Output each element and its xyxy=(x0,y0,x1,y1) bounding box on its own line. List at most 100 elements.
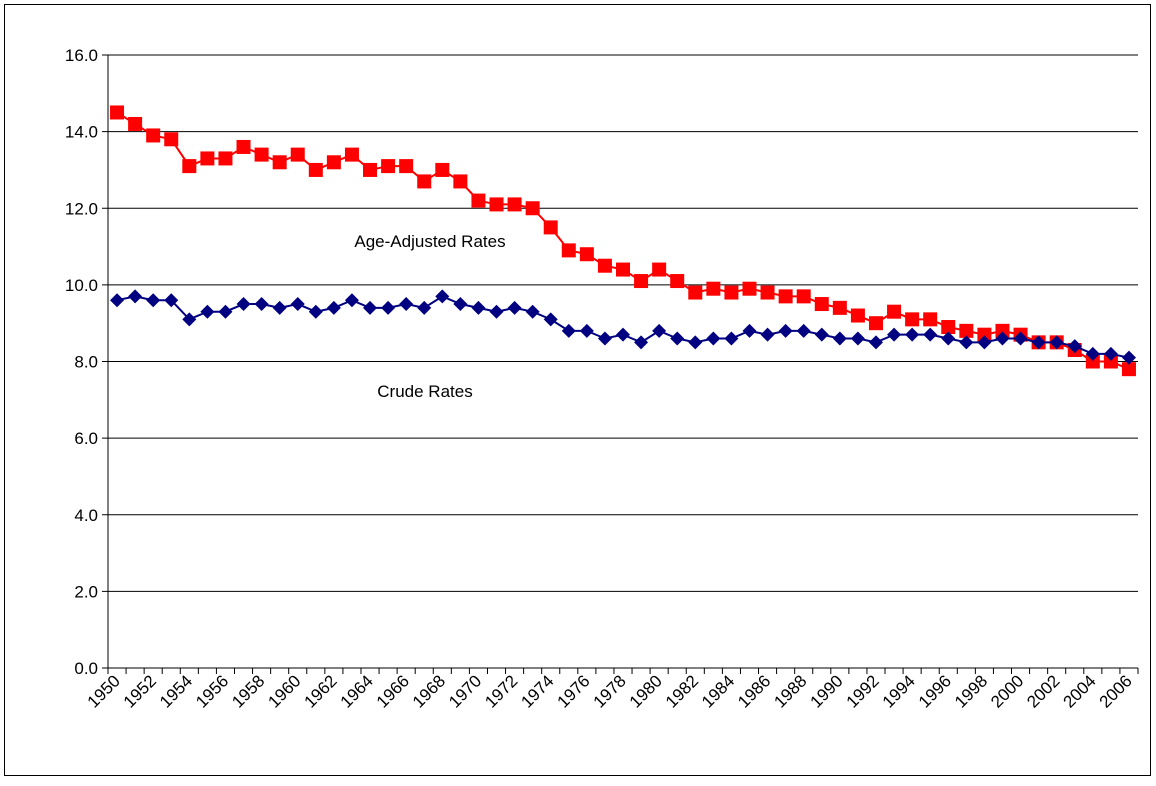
data-point xyxy=(164,132,179,147)
data-point xyxy=(959,335,974,350)
data-point xyxy=(146,293,161,308)
series-label: Age-Adjusted Rates xyxy=(354,232,505,251)
data-point xyxy=(850,331,865,346)
data-point xyxy=(272,300,287,315)
data-point xyxy=(1013,331,1028,346)
data-point xyxy=(959,323,974,338)
data-point xyxy=(724,331,739,346)
data-point xyxy=(1085,354,1100,369)
data-point xyxy=(435,289,450,304)
data-point xyxy=(326,300,341,315)
data-point xyxy=(832,300,847,315)
data-point xyxy=(923,327,938,342)
data-point xyxy=(1121,350,1136,365)
data-point xyxy=(634,274,649,289)
data-point xyxy=(724,285,739,300)
data-point xyxy=(344,147,359,162)
data-point xyxy=(381,300,396,315)
y-tick-label: 4.0 xyxy=(74,506,98,525)
data-point xyxy=(778,323,793,338)
data-point xyxy=(760,285,775,300)
y-tick-label: 2.0 xyxy=(74,582,98,601)
data-point xyxy=(670,274,685,289)
data-point xyxy=(489,304,504,319)
data-point xyxy=(182,159,197,174)
data-point xyxy=(995,331,1010,346)
data-point xyxy=(417,174,432,189)
data-point xyxy=(507,197,522,212)
y-tick-label: 6.0 xyxy=(74,429,98,448)
data-point xyxy=(941,331,956,346)
data-point xyxy=(399,159,414,174)
data-point xyxy=(995,323,1010,338)
data-point xyxy=(308,304,323,319)
data-point xyxy=(868,335,883,350)
data-point xyxy=(597,331,612,346)
data-point xyxy=(814,327,829,342)
y-tick-label: 14.0 xyxy=(65,123,98,142)
data-point xyxy=(182,312,197,327)
data-point xyxy=(868,316,883,331)
data-point xyxy=(905,327,920,342)
data-point xyxy=(760,327,775,342)
data-point xyxy=(887,327,902,342)
data-point xyxy=(236,297,251,312)
data-point xyxy=(977,335,992,350)
data-point xyxy=(616,327,630,342)
data-point xyxy=(688,285,703,300)
data-point xyxy=(941,320,956,335)
data-point xyxy=(110,105,125,120)
data-point xyxy=(363,300,378,315)
y-tick-label: 0.0 xyxy=(74,659,98,678)
data-point xyxy=(254,147,269,162)
y-tick-label: 12.0 xyxy=(65,199,98,218)
data-point xyxy=(344,293,359,308)
y-tick-label: 8.0 xyxy=(74,353,98,372)
data-point xyxy=(796,289,811,304)
data-point xyxy=(887,304,902,319)
data-point xyxy=(543,220,558,235)
data-point xyxy=(1103,346,1118,361)
series-label: Crude Rates xyxy=(377,382,472,401)
data-point xyxy=(381,159,396,174)
data-point xyxy=(399,297,414,312)
data-point xyxy=(688,335,703,350)
data-point xyxy=(634,335,649,350)
data-point xyxy=(525,304,540,319)
data-point xyxy=(778,289,793,304)
data-point xyxy=(218,151,233,166)
data-point xyxy=(850,308,865,323)
data-point xyxy=(742,281,757,296)
data-point xyxy=(543,312,558,327)
data-point xyxy=(363,162,378,177)
data-point xyxy=(146,128,161,143)
data-point xyxy=(471,193,486,208)
data-point xyxy=(200,304,215,319)
chart-border xyxy=(4,4,1151,776)
data-point xyxy=(652,262,667,277)
data-point xyxy=(290,297,305,312)
data-point xyxy=(579,247,594,262)
y-tick-label: 16.0 xyxy=(65,46,98,65)
data-point xyxy=(453,297,468,312)
data-point xyxy=(471,300,486,315)
data-point xyxy=(1103,354,1118,369)
data-point xyxy=(218,304,233,319)
data-point xyxy=(417,300,432,315)
data-point xyxy=(1049,335,1064,350)
data-point xyxy=(652,323,667,338)
data-point xyxy=(507,300,522,315)
data-point xyxy=(272,155,287,170)
data-point xyxy=(905,312,920,327)
data-point xyxy=(670,331,685,346)
data-point xyxy=(1067,339,1082,354)
data-point xyxy=(706,281,721,296)
data-point xyxy=(923,312,938,327)
data-point xyxy=(489,197,504,212)
data-point xyxy=(164,293,179,308)
data-point xyxy=(1031,335,1046,350)
data-point xyxy=(290,147,305,162)
data-point xyxy=(561,323,576,338)
data-point xyxy=(254,297,269,312)
